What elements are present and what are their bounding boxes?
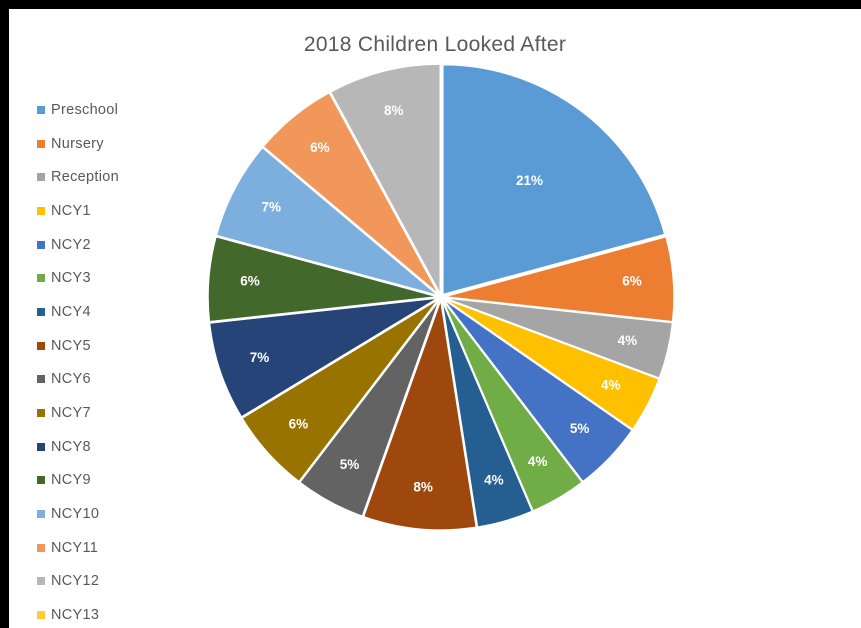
legend-item: NCY9 [37,464,119,498]
slice-label: 7% [250,350,270,365]
legend-item: NCY3 [37,261,119,295]
legend-item: NCY2 [37,228,119,262]
legend-swatch [37,442,45,451]
legend-item: NCY4 [37,295,119,329]
pie-slice [208,297,439,419]
legend-item: NCY8 [37,430,119,464]
legend-swatch [37,577,45,586]
legend: Preschool Nursery Reception NCY1 NCY2 NCY3 NCY… [37,93,119,628]
slice-label: 4% [601,377,621,392]
legend-item: NCY7 [37,396,119,430]
slice-label: 4% [484,473,504,488]
legend-swatch [37,206,45,215]
legend-label: NCY6 [51,371,91,388]
slice-label: 5% [340,457,360,472]
slice-label: 8% [413,479,433,494]
pie-slice [262,91,440,296]
legend-label: NCY1 [51,202,91,219]
legend-label: NCY11 [51,539,99,556]
legend-swatch [37,173,45,182]
legend-label: NCY12 [51,573,100,590]
slice-label: 6% [240,274,260,289]
chart-title: 2018 Children Looked After [303,33,567,56]
legend-swatch [37,274,45,283]
pie-slice [443,297,661,431]
pie-slice [441,299,584,513]
pie-slice [443,235,675,323]
pie-chart: 21% 6% 4% 4% 5% 4% 4% 8% 5% 6% 7% 6% 7% 6% 8% [207,63,675,531]
legend-label: NCY2 [51,236,91,253]
slice-label: 7% [261,200,281,215]
legend-label: NCY4 [51,303,91,320]
legend-label: Nursery [51,135,104,152]
pie-slice [207,235,439,323]
pie-slice [442,63,666,296]
legend-swatch [37,139,45,148]
legend-item: Nursery [37,127,119,161]
legend-item: NCY11 [37,531,119,565]
legend-label: NCY5 [51,337,91,354]
legend-label: NCY9 [51,472,91,489]
legend-label: Preschool [51,101,119,118]
legend-swatch [37,543,45,552]
slice-label: 8% [384,103,404,118]
pie-slice [329,63,442,295]
pie-slice [442,298,634,483]
slice-label: 21% [516,173,543,188]
legend-swatch [37,409,45,418]
legend-swatch [37,510,45,519]
legend-label: NCY3 [51,270,91,287]
legend-label: Reception [51,169,119,186]
pie-slice [215,146,439,297]
legend-swatch [37,375,45,384]
legend-swatch [37,611,45,620]
slice-label: 6% [310,140,330,155]
slice-label: 6% [289,416,309,431]
legend-swatch [37,105,45,114]
legend-item: NCY10 [37,497,119,531]
legend-swatch [37,240,45,249]
chart-area: 2018 Children Looked After Preschool Nurs… [9,9,861,628]
legend-label: NCY8 [51,438,91,455]
legend-swatch [37,307,45,316]
pie-slice [443,296,674,380]
legend-swatch [37,476,45,485]
legend-item: NCY5 [37,329,119,363]
legend-label: NCY10 [51,506,100,523]
slice-label: 6% [622,274,642,289]
legend-label: NCY7 [51,405,91,422]
legend-swatch [37,341,45,350]
pie-slice [362,299,478,531]
pie-slice [240,298,440,483]
slice-label: 5% [570,421,590,436]
pie-slice [298,299,441,518]
legend-item: Reception [37,160,119,194]
slice-label: 4% [528,454,548,469]
slice-label: 4% [618,333,638,348]
legend-label: NCY13 [51,607,100,624]
legend-item: Preschool [37,93,119,127]
legend-item: NCY1 [37,194,119,228]
pie-slice [441,299,534,528]
legend-item: NCY6 [37,363,119,397]
legend-item: NCY13 [37,598,119,628]
legend-item: NCY12 [37,565,119,599]
